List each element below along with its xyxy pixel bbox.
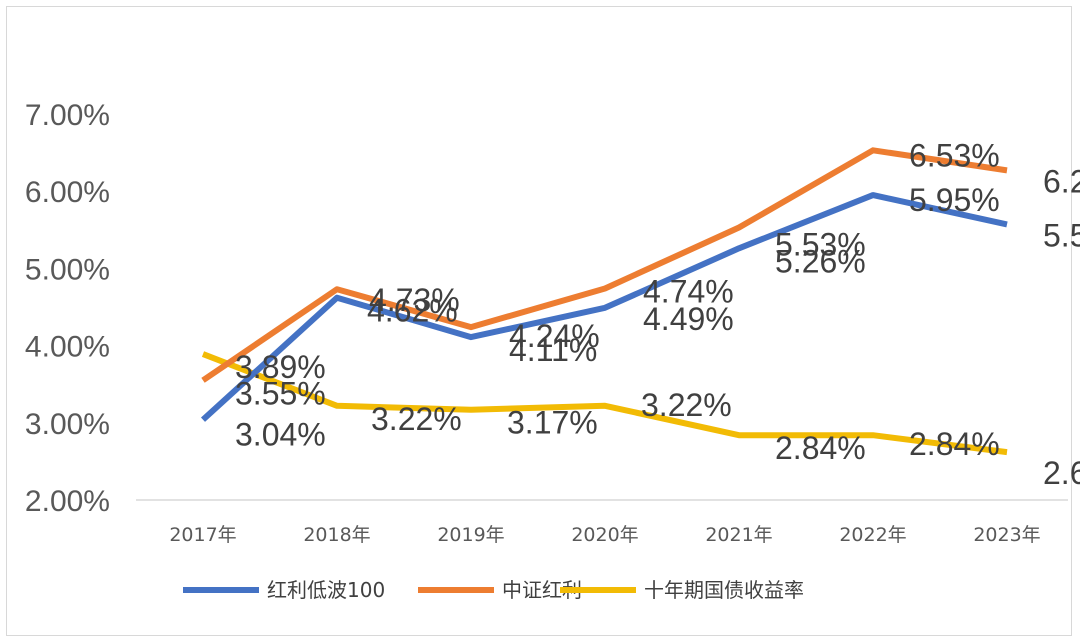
data-label: 5.26% bbox=[775, 243, 866, 279]
x-tick-label: 2022年 bbox=[839, 524, 906, 546]
data-label: 3.89% bbox=[235, 349, 326, 385]
data-label: 4.11% bbox=[509, 332, 597, 368]
legend: 红利低波100 中证红利 十年期国债收益率 bbox=[183, 578, 804, 602]
x-tick-label: 2019年 bbox=[437, 524, 504, 546]
series-line bbox=[200, 192, 1008, 422]
data-label: 2.84% bbox=[775, 430, 866, 466]
data-label: 3.04% bbox=[235, 417, 326, 453]
data-label: 3.22% bbox=[641, 387, 732, 423]
data-label: 6.27% bbox=[1043, 163, 1080, 199]
y-tick-label: 7.00% bbox=[25, 99, 110, 132]
x-tick-label: 2017年 bbox=[169, 524, 236, 546]
data-label: 5.95% bbox=[909, 182, 1000, 218]
legend-label: 十年期国债收益率 bbox=[644, 578, 804, 602]
data-label: 4.74% bbox=[643, 273, 734, 309]
data-label: 4.24% bbox=[509, 318, 600, 354]
data-label: 5.57% bbox=[1043, 217, 1080, 253]
data-label: 5.53% bbox=[775, 226, 866, 262]
y-tick-label: 3.00% bbox=[25, 408, 110, 441]
series-line bbox=[201, 351, 1008, 456]
legend-label: 红利低波100 bbox=[267, 578, 385, 602]
x-tick-label: 2021年 bbox=[705, 524, 772, 546]
y-axis-ticks: 2.00% 3.00% 4.00% 5.00% 6.00% 7.00% bbox=[25, 99, 110, 518]
series-line bbox=[201, 147, 1008, 383]
data-label: 4.62% bbox=[367, 293, 458, 329]
x-axis-ticks: 2017年 2018年 2019年 2020年 2021年 2022年 2023年 bbox=[169, 524, 1040, 546]
y-tick-label: 6.00% bbox=[25, 176, 110, 209]
x-tick-label: 2018年 bbox=[303, 524, 370, 546]
x-tick-label: 2020年 bbox=[571, 524, 638, 546]
data-label: 2.62% bbox=[1043, 455, 1080, 491]
data-label: 4.73% bbox=[369, 282, 460, 318]
data-label: 3.55% bbox=[235, 375, 326, 411]
data-labels: 3.04% 4.62% 4.11% 4.49% 5.26% 5.95% 5.57% 3.55%… bbox=[235, 137, 1080, 491]
series-lines bbox=[200, 147, 1008, 456]
data-label: 4.49% bbox=[643, 301, 734, 337]
x-tick-label: 2023年 bbox=[973, 524, 1040, 546]
y-tick-label: 4.00% bbox=[25, 331, 110, 364]
y-tick-label: 5.00% bbox=[25, 253, 110, 286]
data-label: 6.53% bbox=[909, 137, 1000, 173]
y-tick-label: 2.00% bbox=[25, 485, 110, 518]
data-label: 2.84% bbox=[909, 426, 1000, 462]
data-label: 3.17% bbox=[507, 405, 598, 441]
data-label: 3.22% bbox=[371, 401, 462, 437]
